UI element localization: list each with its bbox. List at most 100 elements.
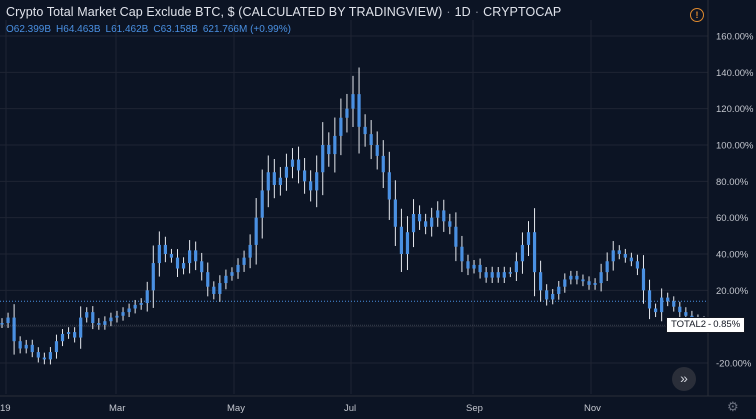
y-tick-label: 120.00% <box>716 104 754 115</box>
candle-body <box>145 290 149 304</box>
candle-body <box>460 246 464 262</box>
candle-body <box>520 244 525 262</box>
candle-body <box>97 323 101 325</box>
y-tick-label: 80.00% <box>716 177 749 188</box>
candle-body <box>617 250 621 254</box>
x-tick-label: Mar <box>109 403 125 414</box>
ohlc-legend: O62.399B H64.463B L61.462B C63.158B 621.766M… <box>6 24 296 35</box>
exchange-label: CRYPTOCAP <box>483 5 562 19</box>
candle-body <box>436 210 440 218</box>
candle-body <box>508 272 512 274</box>
candle-body <box>635 261 640 269</box>
ohlc-high: H64.463B <box>56 24 101 35</box>
candle-body <box>442 210 446 222</box>
candle-body <box>424 221 428 227</box>
candle-body <box>157 244 161 264</box>
candle-body <box>151 263 155 291</box>
candle-body <box>127 308 131 313</box>
candle-body <box>369 134 373 145</box>
candle-body <box>387 172 391 200</box>
candle-body <box>623 254 627 258</box>
candle-body <box>284 166 289 178</box>
candle-body <box>393 199 397 227</box>
candle-body <box>496 272 500 278</box>
candle-body <box>181 263 186 269</box>
candle-body <box>539 272 543 291</box>
candle-body <box>91 312 95 324</box>
candle-body <box>79 317 83 338</box>
ohlc-open: O62.399B <box>6 24 52 35</box>
candle-body <box>532 232 537 273</box>
candle-body <box>672 301 676 307</box>
candle-body <box>647 290 652 309</box>
candle-body <box>611 250 615 262</box>
candle-body <box>254 217 258 245</box>
candle-body <box>551 293 555 300</box>
candle-body <box>24 344 28 349</box>
alert-clock-icon[interactable]: ! <box>690 8 704 22</box>
candle-body <box>260 190 264 218</box>
candle-body <box>309 181 313 191</box>
candle-body <box>417 214 422 222</box>
candle-body <box>430 217 434 227</box>
y-tick-label: 40.00% <box>716 250 749 261</box>
candle-body <box>6 317 10 324</box>
symbol-title[interactable]: Crypto Total Market Cap Exclude BTC, $ (… <box>6 5 443 19</box>
y-tick-label: 20.00% <box>716 286 749 297</box>
candle-body <box>405 232 410 254</box>
candle-body <box>103 321 107 325</box>
candle-body <box>248 244 252 258</box>
candle-body <box>333 135 337 155</box>
candle-body <box>514 261 518 273</box>
ohlc-change: 621.766M (+0.99%) <box>202 24 291 35</box>
candle-body <box>327 145 331 155</box>
price-tag-symbol: TOTAL2 <box>671 319 707 330</box>
candle-body <box>200 261 204 273</box>
candle-body <box>85 312 89 318</box>
x-tick-label: Sep <box>466 403 483 414</box>
candle-body <box>73 332 77 338</box>
candle-body <box>54 341 59 353</box>
candle-body <box>42 357 46 360</box>
candle-body <box>272 172 276 185</box>
candle-body <box>684 312 688 316</box>
interval-label[interactable]: 1D <box>454 5 471 19</box>
candle-body <box>278 177 282 185</box>
candle-body <box>490 272 494 278</box>
candle-body <box>641 268 646 291</box>
candle-body <box>109 317 113 322</box>
y-tick-label: 160.00% <box>716 32 754 43</box>
candle-body <box>36 352 40 358</box>
candle-body <box>169 254 174 258</box>
candle-body <box>236 264 240 273</box>
double-chevron-right-icon[interactable]: » <box>672 367 696 391</box>
y-tick-label: -20.00% <box>716 359 752 370</box>
candle-body <box>502 272 506 278</box>
ohlc-low: L61.462B <box>105 24 149 35</box>
candle-body <box>545 290 549 300</box>
candle-body <box>242 257 246 265</box>
gear-icon[interactable]: ⚙ <box>727 399 739 414</box>
candle-body <box>653 308 658 313</box>
y-tick-label: 100.00% <box>716 141 754 152</box>
candle-body <box>345 108 349 118</box>
candle-body <box>587 281 591 285</box>
candle-body <box>454 226 458 247</box>
y-tick-label: 140.00% <box>716 68 754 79</box>
candle-body <box>411 214 416 233</box>
candle-body <box>605 261 609 273</box>
candle-body <box>466 261 470 269</box>
candle-body <box>599 272 603 284</box>
candle-body <box>115 315 119 318</box>
candle-body <box>194 250 198 262</box>
candle-body <box>0 323 4 325</box>
candle-body <box>266 172 270 191</box>
candle-body <box>163 244 167 254</box>
candle-body <box>339 117 343 136</box>
candle-body <box>563 279 567 287</box>
candle-body <box>357 94 361 127</box>
x-tick-label: Jul <box>344 403 356 414</box>
